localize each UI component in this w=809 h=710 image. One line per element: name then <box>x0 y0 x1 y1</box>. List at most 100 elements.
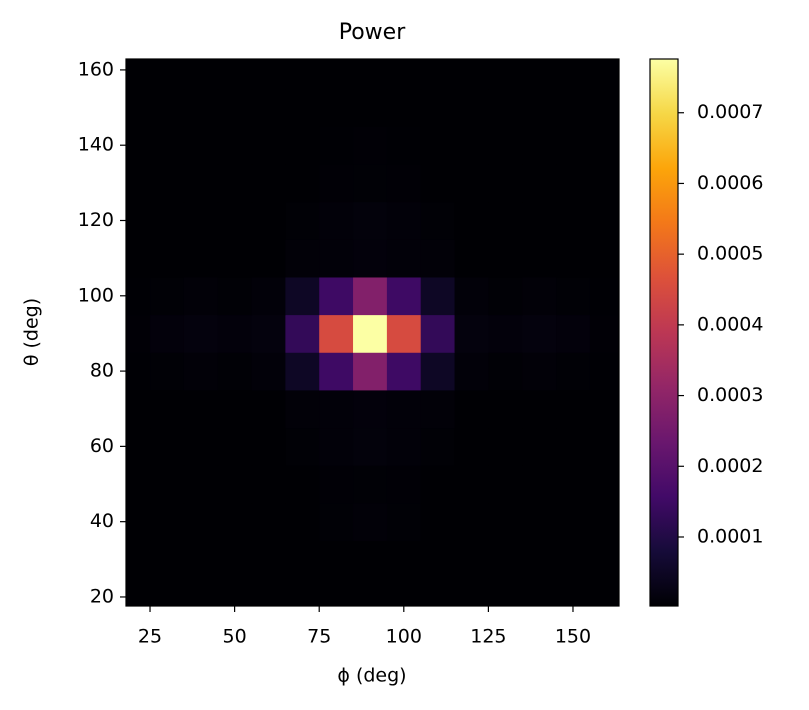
heatmap-cell <box>251 239 286 278</box>
heatmap-cell <box>386 126 422 165</box>
heatmap-cell <box>589 276 619 316</box>
heatmap-cell <box>420 201 456 240</box>
heatmap-cell <box>150 352 185 391</box>
heatmap-cell <box>126 540 151 579</box>
heatmap-cell <box>150 465 185 504</box>
heatmap-cell <box>589 540 619 579</box>
heatmap-cell <box>251 276 286 316</box>
heatmap-cell <box>150 88 185 127</box>
heatmap-cell <box>454 540 489 579</box>
heatmap-cell <box>420 126 456 165</box>
plot-frame <box>125 58 620 607</box>
heatmap-cell <box>522 352 557 391</box>
heatmap-cell <box>556 59 591 90</box>
y-tick-label: 100 <box>78 284 114 306</box>
heatmap-cell <box>150 540 185 579</box>
heatmap-cell <box>126 578 151 606</box>
heatmap-cell <box>251 126 286 165</box>
heatmap-cell <box>454 239 489 278</box>
heatmap-cell <box>522 427 557 466</box>
heatmap-cell <box>183 59 219 90</box>
heatmap-cell <box>126 314 151 353</box>
heatmap-cell <box>522 465 557 504</box>
x-tick-label: 50 <box>223 626 247 648</box>
heatmap-cell <box>522 88 557 127</box>
heatmap-cell <box>386 88 422 127</box>
heatmap-cell <box>589 389 619 429</box>
heatmap-cell <box>488 540 523 579</box>
heatmap-cell <box>420 389 456 429</box>
heatmap-cell <box>589 59 619 90</box>
heatmap-cell <box>556 239 591 278</box>
heatmap-cell <box>454 59 489 90</box>
heatmap-cell <box>522 578 557 606</box>
heatmap-cell <box>126 502 151 541</box>
heatmap-cell <box>285 164 320 203</box>
heatmap-cell <box>420 276 456 316</box>
heatmap-cell <box>285 276 320 316</box>
heatmap-cell <box>488 465 523 504</box>
heatmap-cell <box>285 389 320 429</box>
heatmap-cell <box>386 427 422 466</box>
heatmap-cell <box>251 578 286 606</box>
heatmap-cell <box>454 465 489 504</box>
colorbar-tick-label: 0.0003 <box>697 384 763 406</box>
heatmap-cell <box>319 314 354 353</box>
heatmap-cell <box>150 427 185 466</box>
heatmap-cell <box>126 352 151 391</box>
heatmap-cell <box>454 389 489 429</box>
heatmap-cell <box>319 389 354 429</box>
heatmap-cell <box>522 276 557 316</box>
heatmap-cell <box>589 88 619 127</box>
heatmap-cell <box>183 239 219 278</box>
heatmap-cell <box>353 427 388 466</box>
heatmap-cell <box>522 59 557 90</box>
heatmap-cell <box>319 59 354 90</box>
x-tick-label: 25 <box>138 626 162 648</box>
heatmap-cell <box>217 352 253 391</box>
heatmap-cell <box>217 239 253 278</box>
heatmap-cell <box>150 201 185 240</box>
heatmap-cell <box>183 502 219 541</box>
heatmap-cell <box>251 59 286 90</box>
heatmap-cell <box>386 276 422 316</box>
heatmap-cell <box>183 314 219 353</box>
colorbar <box>649 58 679 607</box>
heatmap-cell <box>589 427 619 466</box>
x-tick-label: 125 <box>470 626 506 648</box>
heatmap-cell <box>183 540 219 579</box>
heatmap-cell <box>319 427 354 466</box>
heatmap-cell <box>589 314 619 353</box>
heatmap-cell <box>420 502 456 541</box>
heatmap-cell <box>522 540 557 579</box>
heatmap-cell <box>454 578 489 606</box>
heatmap-cell <box>386 389 422 429</box>
heatmap-cell <box>217 578 253 606</box>
heatmap-cell <box>488 276 523 316</box>
heatmap-cell <box>454 427 489 466</box>
heatmap-cell <box>556 578 591 606</box>
heatmap-cell <box>285 126 320 165</box>
heatmap-cell <box>488 314 523 353</box>
heatmap-cell <box>251 502 286 541</box>
heatmap-cell <box>126 126 151 165</box>
colorbar-tick-label: 0.0005 <box>697 243 763 265</box>
heatmap-cell <box>420 427 456 466</box>
heatmap-cell <box>386 59 422 90</box>
heatmap-cell <box>183 201 219 240</box>
y-tick-label: 20 <box>90 585 114 607</box>
heatmap-cell <box>150 578 185 606</box>
heatmap-cell <box>420 314 456 353</box>
heatmap-cell <box>353 59 388 90</box>
heatmap-cell <box>217 88 253 127</box>
heatmap-cell <box>251 88 286 127</box>
heatmap-cell <box>285 314 320 353</box>
heatmap-cell <box>217 389 253 429</box>
heatmap-cell <box>150 502 185 541</box>
heatmap-cell <box>454 276 489 316</box>
heatmap-cell <box>454 352 489 391</box>
heatmap-cell <box>522 239 557 278</box>
heatmap-cell <box>420 578 456 606</box>
heatmap-cell <box>420 239 456 278</box>
